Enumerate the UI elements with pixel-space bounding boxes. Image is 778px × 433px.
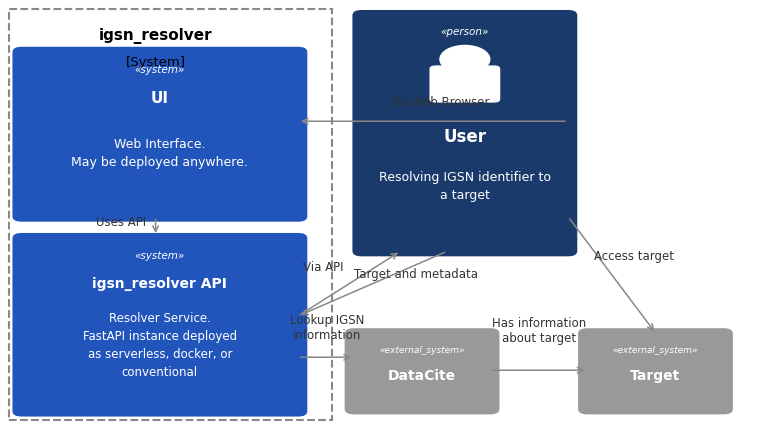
Text: Web Interface.
May be deployed anywhere.: Web Interface. May be deployed anywhere. (72, 139, 248, 169)
Text: Resolving IGSN identifier to
a target: Resolving IGSN identifier to a target (379, 171, 551, 202)
Text: UI: UI (151, 91, 169, 106)
Text: igsn_resolver: igsn_resolver (99, 28, 212, 44)
Text: Via Web Browser: Via Web Browser (390, 96, 489, 109)
Text: «person»: «person» (440, 27, 489, 37)
Text: Access target: Access target (594, 250, 674, 263)
Text: «external_system»: «external_system» (613, 346, 698, 355)
Text: Resolver Service.
FastAPI instance deployed
as serverless, docker, or
convention: Resolver Service. FastAPI instance deplo… (82, 312, 237, 379)
Text: «external_system»: «external_system» (380, 346, 464, 355)
FancyBboxPatch shape (12, 47, 307, 222)
Text: Target: Target (630, 368, 681, 383)
Text: DataCite: DataCite (388, 368, 456, 383)
FancyBboxPatch shape (345, 328, 499, 414)
Bar (9, 9, 332, 420)
Text: [System]: [System] (125, 56, 186, 69)
Text: igsn_resolver API: igsn_resolver API (93, 277, 227, 291)
Text: Target and metadata: Target and metadata (354, 268, 478, 281)
Text: Via API: Via API (303, 261, 343, 274)
FancyBboxPatch shape (578, 328, 733, 414)
Text: «system»: «system» (135, 251, 185, 261)
Circle shape (440, 45, 490, 73)
FancyBboxPatch shape (352, 10, 577, 256)
Text: «system»: «system» (135, 65, 185, 75)
Text: User: User (443, 128, 486, 146)
Text: Lookup IGSN
information: Lookup IGSN information (289, 313, 364, 342)
FancyBboxPatch shape (429, 65, 500, 103)
Text: Has information
about target: Has information about target (492, 317, 587, 345)
Text: Uses API: Uses API (96, 216, 145, 229)
FancyBboxPatch shape (12, 233, 307, 417)
